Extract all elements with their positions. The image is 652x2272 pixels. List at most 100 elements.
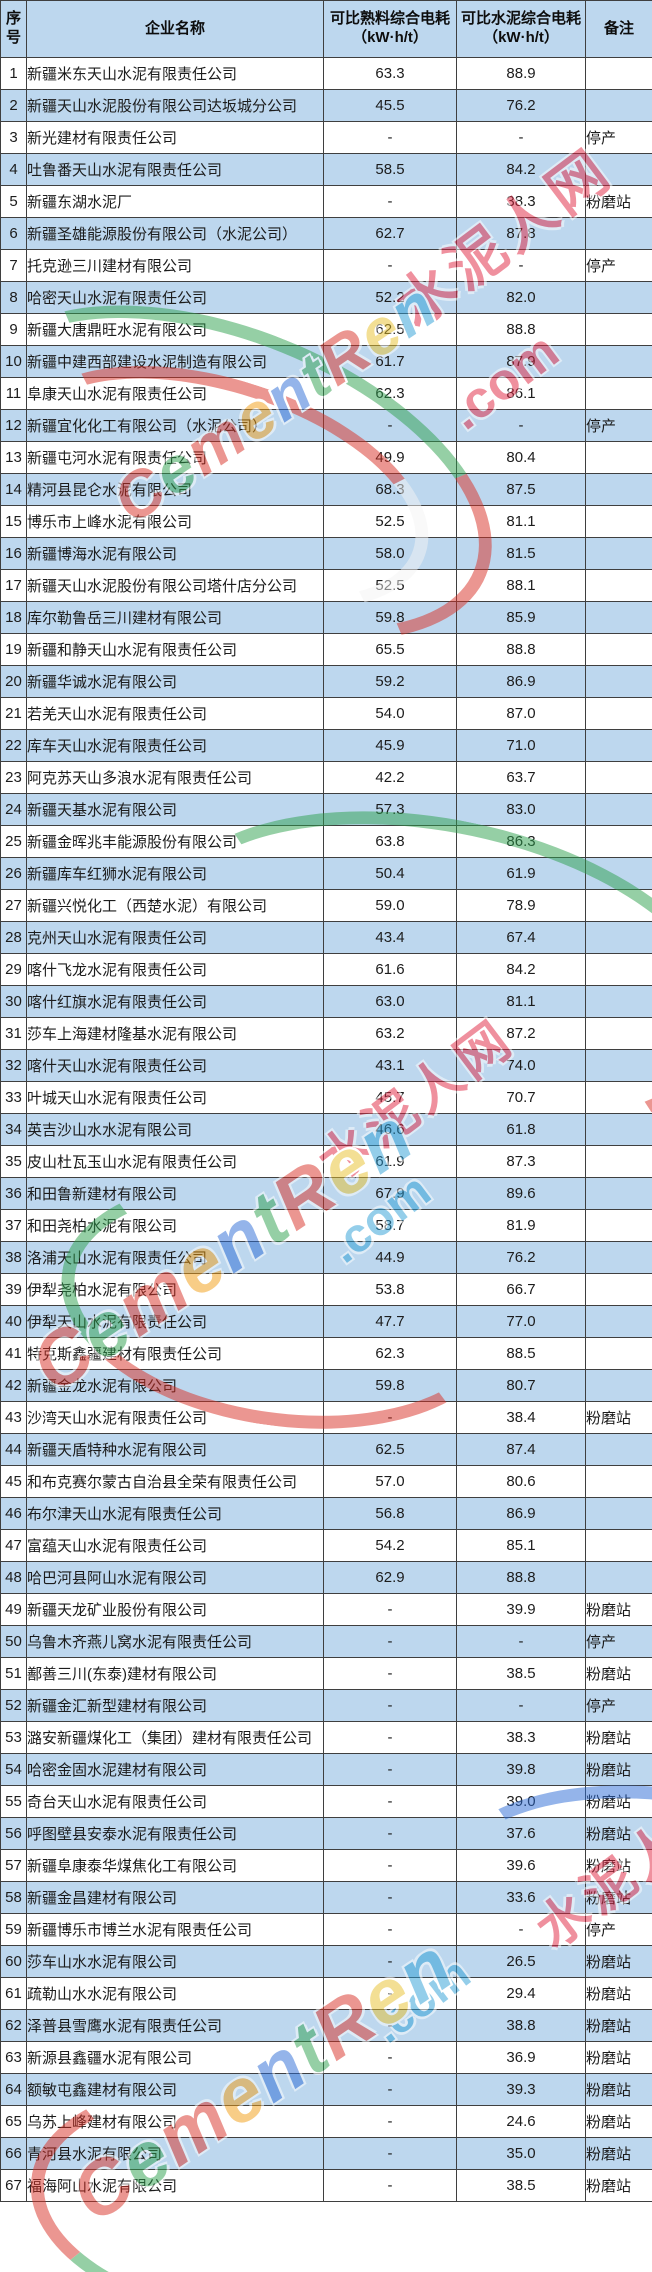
clinker-value-cell: - — [323, 1721, 457, 1754]
table-row: 3 新光建材有限责任公司 - - 停产 — [0, 121, 652, 154]
note-cell — [585, 889, 652, 922]
cement-value-cell: 39.6 — [456, 1849, 586, 1882]
cement-value-cell: - — [456, 1913, 586, 1946]
clinker-value-cell: 49.9 — [323, 441, 457, 474]
cement-value-cell: 24.6 — [456, 2105, 586, 2138]
cement-value-cell: 35.0 — [456, 2137, 586, 2170]
row-number-cell: 64 — [0, 2073, 27, 2106]
note-cell — [585, 761, 652, 794]
clinker-value-cell: 45.9 — [323, 729, 457, 762]
company-name-cell: 库车天山水泥有限责任公司 — [26, 729, 324, 762]
note-cell — [585, 1305, 652, 1338]
company-name-cell: 新疆博海水泥有限公司 — [26, 537, 324, 570]
row-number-cell: 26 — [0, 857, 27, 890]
clinker-value-cell: 62.3 — [323, 1337, 457, 1370]
company-name-cell: 新源县鑫疆水泥有限公司 — [26, 2041, 324, 2074]
note-cell: 粉磨站 — [585, 1881, 652, 1914]
row-number-cell: 55 — [0, 1785, 27, 1818]
row-number-cell: 39 — [0, 1273, 27, 1306]
table-row: 21 若羌天山水泥有限责任公司 54.0 87.0 — [0, 697, 652, 730]
row-number-cell: 38 — [0, 1241, 27, 1274]
note-cell — [585, 1209, 652, 1242]
company-name-cell: 新疆金龙水泥有限公司 — [26, 1369, 324, 1402]
row-number-cell: 28 — [0, 921, 27, 954]
energy-consumption-table: 序 号 企业名称 可比熟料综合电耗 （kW·h/t） 可比水泥综合电耗 （kW·… — [0, 0, 652, 2202]
table-row: 67 福海阿山水泥有限公司 -38.5 粉磨站 — [0, 2169, 652, 2202]
cement-value-cell: 87.5 — [456, 473, 586, 506]
company-name-cell: 伊犁尧柏水泥有限公司 — [26, 1273, 324, 1306]
cement-value-cell: 86.3 — [456, 825, 586, 858]
company-name-cell: 和田鲁新建材有限公司 — [26, 1177, 324, 1210]
row-number-cell: 41 — [0, 1337, 27, 1370]
cement-value-cell: 39.3 — [456, 2073, 586, 2106]
cement-value-cell: 86.1 — [456, 377, 586, 410]
note-cell — [585, 1433, 652, 1466]
note-cell — [585, 1241, 652, 1274]
header-col-company: 企业名称 — [26, 0, 324, 58]
table-row: 19 新疆和静天山水泥有限责任公司 65.5 88.8 — [0, 633, 652, 666]
company-name-cell: 福海阿山水泥有限公司 — [26, 2169, 324, 2202]
table-row: 14 精河县昆仑水泥有限公司 68.3 87.5 — [0, 473, 652, 506]
company-name-cell: 莎车山水水泥有限公司 — [26, 1945, 324, 1978]
company-name-cell: 喀什飞龙水泥有限责任公司 — [26, 953, 324, 986]
clinker-value-cell: 59.8 — [323, 1369, 457, 1402]
company-name-cell: 新疆阜康泰华煤焦化工有限公司 — [26, 1849, 324, 1882]
cement-value-cell: 80.6 — [456, 1465, 586, 1498]
table-row: 37 和田尧柏水泥有限公司 58.7 81.9 — [0, 1209, 652, 1242]
note-cell — [585, 697, 652, 730]
clinker-value-cell: - — [323, 2073, 457, 2106]
cement-value-cell: 33.6 — [456, 1881, 586, 1914]
note-cell — [585, 825, 652, 858]
row-number-cell: 18 — [0, 601, 27, 634]
row-number-cell: 34 — [0, 1113, 27, 1146]
clinker-value-cell: 62.5 — [323, 1433, 457, 1466]
table-row: 23 阿克苏天山多浪水泥有限责任公司 42.2 63.7 — [0, 761, 652, 794]
company-name-cell: 新疆中建西部建设水泥制造有限公司 — [26, 345, 324, 378]
company-name-cell: 伊犁天山水泥有限责任公司 — [26, 1305, 324, 1338]
clinker-value-cell: - — [323, 1945, 457, 1978]
header-col-clinker: 可比熟料综合电耗 （kW·h/t） — [323, 0, 457, 58]
clinker-value-cell: - — [323, 1913, 457, 1946]
cement-value-cell: 70.7 — [456, 1081, 586, 1114]
company-name-cell: 新疆圣雄能源股份有限公司（水泥公司） — [26, 217, 324, 250]
note-cell — [585, 1081, 652, 1114]
cement-value-cell: 39.9 — [456, 1593, 586, 1626]
cement-value-cell: 88.5 — [456, 1337, 586, 1370]
company-name-cell: 新疆金昌建材有限公司 — [26, 1881, 324, 1914]
table-row: 34 英吉沙山水水泥有限公司 46.6 61.8 — [0, 1113, 652, 1146]
row-number-cell: 30 — [0, 985, 27, 1018]
row-number-cell: 53 — [0, 1721, 27, 1754]
row-number-cell: 46 — [0, 1497, 27, 1530]
row-number-cell: 10 — [0, 345, 27, 378]
clinker-value-cell: 47.7 — [323, 1305, 457, 1338]
company-name-cell: 新疆大唐鼎旺水泥有限公司 — [26, 313, 324, 346]
company-name-cell: 托克逊三川建材有限公司 — [26, 249, 324, 282]
row-number-cell: 22 — [0, 729, 27, 762]
company-name-cell: 库尔勒鲁岳三川建材有限公司 — [26, 601, 324, 634]
cement-value-cell: 67.4 — [456, 921, 586, 954]
cement-value-cell: 88.8 — [456, 313, 586, 346]
row-number-cell: 24 — [0, 793, 27, 826]
note-cell: 粉磨站 — [585, 2041, 652, 2074]
row-number-cell: 27 — [0, 889, 27, 922]
table-row: 33 叶城天山水泥有限责任公司 45.7 70.7 — [0, 1081, 652, 1114]
note-cell: 粉磨站 — [585, 2169, 652, 2202]
company-name-cell: 新疆宜化化工有限公司（水泥公司） — [26, 409, 324, 442]
company-name-cell: 泽普县雪鹰水泥有限责任公司 — [26, 2009, 324, 2042]
note-cell — [585, 1337, 652, 1370]
company-name-cell: 潞安新疆煤化工（集团）建材有限责任公司 — [26, 1721, 324, 1754]
note-cell — [585, 601, 652, 634]
cement-value-cell: 88.9 — [456, 57, 586, 90]
clinker-value-cell: - — [323, 249, 457, 282]
row-number-cell: 49 — [0, 1593, 27, 1626]
table-row: 48 哈巴河县阿山水泥有限公司 62.9 88.8 — [0, 1561, 652, 1594]
table-body: 1 新疆米东天山水泥有限责任公司 63.3 88.9 2 新疆天山水泥股份有限公司达坂城分… — [0, 57, 652, 2202]
note-cell: 粉磨站 — [585, 1849, 652, 1882]
table-row: 52 新疆金汇新型建材有限公司 - - 停产 — [0, 1689, 652, 1722]
company-name-cell: 皮山杜瓦玉山水泥有限责任公司 — [26, 1145, 324, 1178]
company-name-cell: 喀什红旗水泥有限责任公司 — [26, 985, 324, 1018]
row-number-cell: 14 — [0, 473, 27, 506]
table-row: 53 潞安新疆煤化工（集团）建材有限责任公司 -38.3 粉磨站 — [0, 1721, 652, 1754]
company-name-cell: 鄯善三川(东泰)建材有限公司 — [26, 1657, 324, 1690]
clinker-value-cell: 62.5 — [323, 313, 457, 346]
